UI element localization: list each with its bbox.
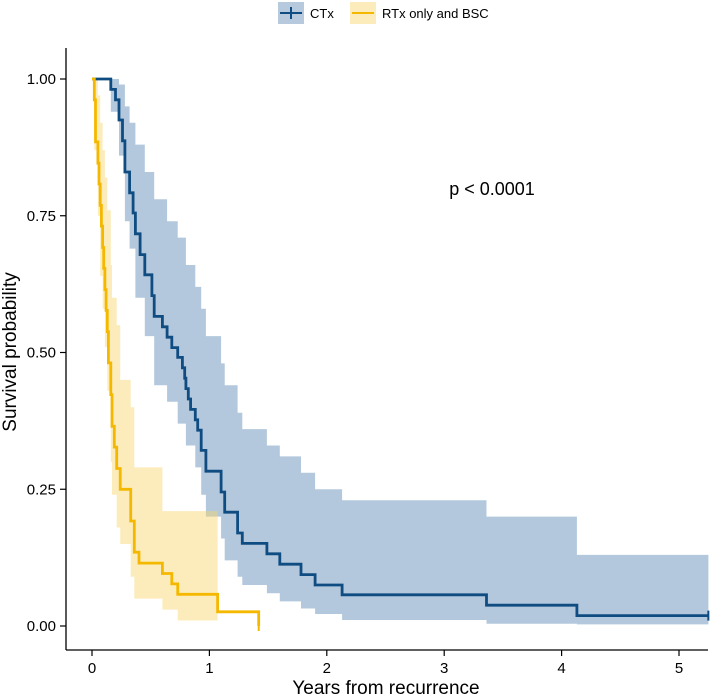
x-tick-label: 5 bbox=[675, 660, 683, 677]
legend-label-rtx: RTx only and BSC bbox=[382, 6, 489, 21]
survival-curve-ctx bbox=[92, 77, 709, 617]
x-axis-ticks: 0 1 2 3 4 5 bbox=[88, 650, 683, 677]
legend: CTx RTx only and BSC bbox=[278, 2, 489, 24]
x-tick-label: 0 bbox=[88, 660, 96, 677]
legend-label-ctx: CTx bbox=[310, 6, 334, 21]
y-tick-label: 0.50 bbox=[27, 345, 56, 362]
y-axis-title: Survival probability bbox=[0, 272, 21, 432]
x-tick-label: 3 bbox=[440, 660, 448, 677]
survival-curve-rtx bbox=[92, 77, 261, 626]
plot-area bbox=[92, 77, 710, 631]
y-axis-ticks: 0.00 0.25 0.50 0.75 1.00 bbox=[27, 71, 66, 635]
p-value-annotation: p < 0.0001 bbox=[449, 179, 535, 199]
y-tick-label: 0.25 bbox=[27, 481, 56, 498]
x-tick-label: 1 bbox=[205, 660, 213, 677]
y-tick-label: 1.00 bbox=[27, 71, 56, 88]
y-tick-label: 0.00 bbox=[27, 618, 56, 635]
y-tick-label: 0.75 bbox=[27, 208, 56, 225]
x-axis-title: Years from recurrence bbox=[292, 678, 479, 697]
ci-band-ctx bbox=[92, 79, 709, 625]
ci-band-rtx bbox=[92, 79, 218, 621]
x-tick-label: 2 bbox=[323, 660, 331, 677]
x-tick-label: 4 bbox=[557, 660, 565, 677]
